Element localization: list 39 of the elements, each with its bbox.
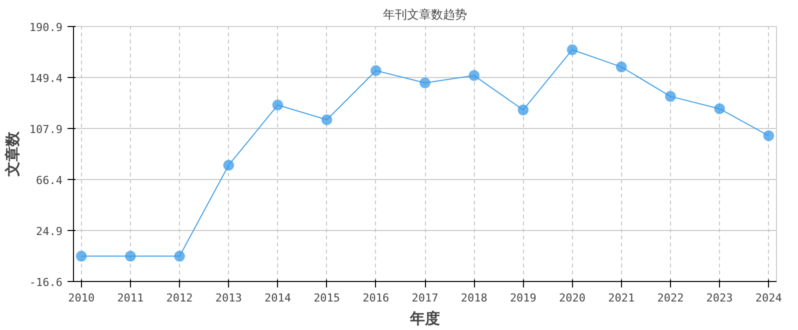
x-tick-label: 2019 xyxy=(510,292,536,304)
point xyxy=(321,114,332,126)
point xyxy=(763,130,774,142)
y-tick-label: 24.9 xyxy=(36,225,63,238)
point xyxy=(174,250,186,262)
x-tick-label: 2010 xyxy=(68,292,95,304)
y-tick-label: 107.9 xyxy=(29,123,63,136)
x-tick-label: 2020 xyxy=(559,292,586,304)
point xyxy=(714,103,726,114)
x-tick-label: 2017 xyxy=(412,292,438,304)
x-tick-label: 2024 xyxy=(755,292,782,304)
point xyxy=(518,104,529,116)
x-tick-label: 2011 xyxy=(117,292,144,304)
point xyxy=(76,250,87,262)
x-tick-label: 2014 xyxy=(264,292,292,304)
x-tick-label: 2013 xyxy=(215,292,242,304)
x-tick-label: 2021 xyxy=(608,292,635,304)
y-tick-label: 190.9 xyxy=(29,21,63,34)
point xyxy=(370,65,382,76)
point xyxy=(420,77,430,88)
y-tick-label: -16.6 xyxy=(29,276,63,289)
point xyxy=(566,44,578,56)
chart-title: 年刊文章数趋势 xyxy=(383,8,467,22)
point xyxy=(223,160,234,171)
point xyxy=(272,100,284,111)
y-axis-title: 文章数 xyxy=(3,130,22,178)
x-axis-title: 年度 xyxy=(409,310,440,328)
point xyxy=(664,90,676,102)
point xyxy=(616,61,627,72)
x-tick-label: 2012 xyxy=(166,292,193,304)
x-tick-label: 2023 xyxy=(706,292,733,304)
x-tick-label: 2015 xyxy=(314,292,340,304)
x-tick-label: 2016 xyxy=(362,292,390,304)
point xyxy=(124,250,136,262)
x-tick-label: 2022 xyxy=(657,292,684,304)
point xyxy=(468,70,480,82)
y-tick-label: 149.4 xyxy=(29,72,63,85)
x-tick-label: 2018 xyxy=(460,292,488,304)
y-tick-label: 66.4 xyxy=(36,174,63,187)
